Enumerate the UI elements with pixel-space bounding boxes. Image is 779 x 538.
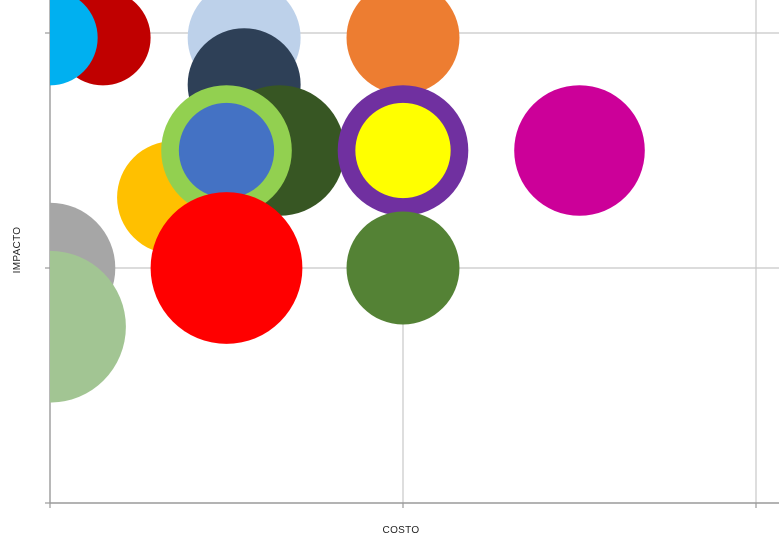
x-axis-title: COSTO [383,525,420,536]
bubble-point [347,0,460,94]
bubble-point [514,85,645,216]
bubble-point [355,103,450,198]
bubble-point [347,212,460,325]
bubbles [0,0,645,403]
bubble-point [179,103,274,198]
y-axis-title: IMPACTO [12,227,23,274]
bubble-point [151,192,303,344]
